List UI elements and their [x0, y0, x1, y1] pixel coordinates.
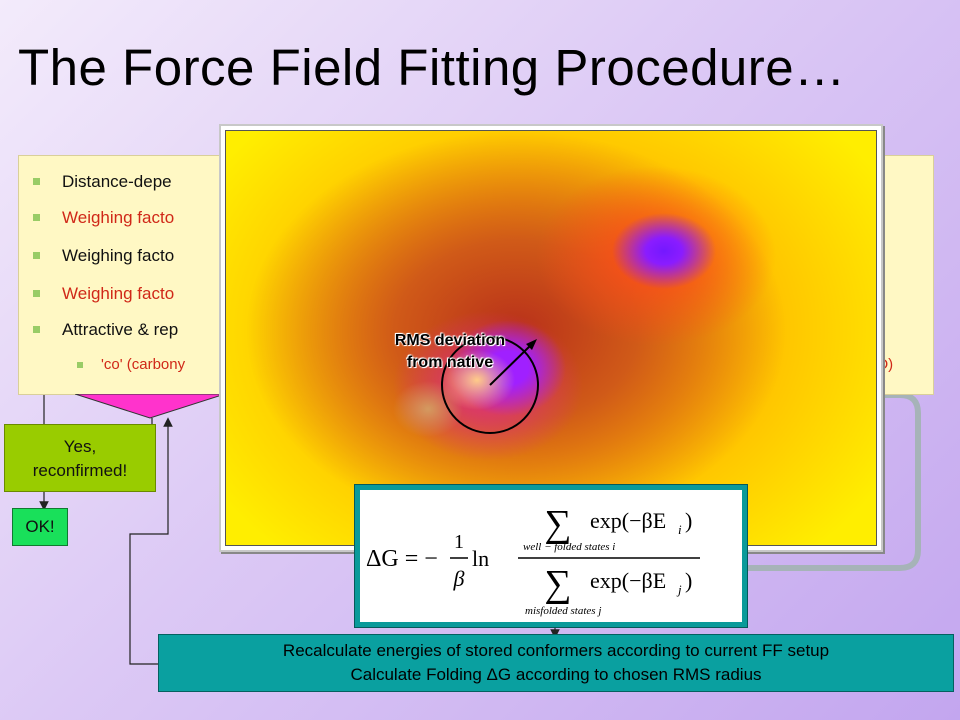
decision-diamond	[75, 394, 225, 419]
sub-bullet-marker-icon	[77, 362, 83, 369]
formula-ln: ln	[472, 546, 489, 571]
bullet-attractive: Attractive & rep	[33, 320, 178, 340]
denominator-term: exp(−βE	[590, 568, 666, 593]
recalc-line1: Recalculate energies of stored conformer…	[282, 641, 830, 660]
bullet-text: Distance-depe	[62, 172, 172, 191]
bullet-text: Weighing facto	[62, 246, 175, 265]
yes-reconfirmed-box: Yes, reconfirmed!	[4, 424, 156, 492]
bullet-text: Attractive & rep	[62, 320, 179, 339]
ok-box: OK!	[12, 508, 68, 546]
recalc-line2: Calculate Folding ΔG according to chosen…	[350, 665, 762, 684]
bullet-weighing-2: Weighing facto	[33, 246, 174, 266]
bullet-marker-icon	[33, 252, 40, 260]
bullet-marker-icon	[33, 214, 40, 222]
bullet-marker-icon	[33, 326, 40, 334]
numerator-term: exp(−βE	[590, 508, 666, 533]
rms-deviation-label: RMS deviation from native	[340, 330, 560, 374]
bullet-text: Weighing facto	[62, 284, 175, 303]
formula-frac-den: β	[453, 566, 465, 591]
recalc-loop-line	[129, 417, 173, 665]
denominator-index: j	[676, 582, 682, 597]
bullet-weighing-3: Weighing facto	[33, 284, 174, 304]
formula-lhs: ΔG = −	[366, 546, 438, 572]
yes-line1: Yes,	[63, 437, 97, 456]
bullet-text: Weighing facto	[62, 208, 175, 227]
formula-canvas: ΔG = − 1 β ln ∑ exp(−βE i ) well − folde…	[360, 490, 742, 622]
numerator-sum-icon: ∑	[544, 503, 571, 545]
numerator-index: i	[678, 522, 682, 537]
sub-bullet-text: 'co' (carbony	[101, 356, 186, 373]
energy-heatmap	[225, 130, 877, 546]
bullet-marker-icon	[33, 290, 40, 298]
bullet-weighing-1: Weighing facto	[33, 208, 174, 228]
rms-label-line2: from native	[406, 354, 494, 371]
slide-title: The Force Field Fitting Procedure…	[18, 39, 846, 96]
numerator-close-paren: )	[685, 508, 692, 533]
delta-g-formula: ΔG = − 1 β ln ∑ exp(−βE i ) well − folde…	[366, 503, 700, 617]
right-loop-path	[748, 392, 921, 571]
sub-bullet: 'co' (carbony	[77, 356, 185, 373]
rms-label-line1: RMS deviation	[394, 332, 506, 349]
delta-g-formula-box: ΔG = − 1 β ln ∑ exp(−βE i ) well − folde…	[354, 484, 748, 628]
denominator-close-paren: )	[685, 568, 692, 593]
recalculate-box: Recalculate energies of stored conformer…	[158, 634, 954, 692]
numerator-sub: well − folded states i	[523, 541, 615, 553]
yes-line2: reconfirmed!	[32, 461, 128, 480]
denominator-sub: misfolded states j	[525, 605, 601, 617]
bullet-distance: Distance-depe	[33, 172, 172, 192]
denominator-sum-icon: ∑	[544, 563, 571, 605]
formula-frac-num: 1	[454, 531, 464, 553]
energy-landscape-plot	[219, 124, 883, 552]
bullet-marker-icon	[33, 178, 40, 186]
